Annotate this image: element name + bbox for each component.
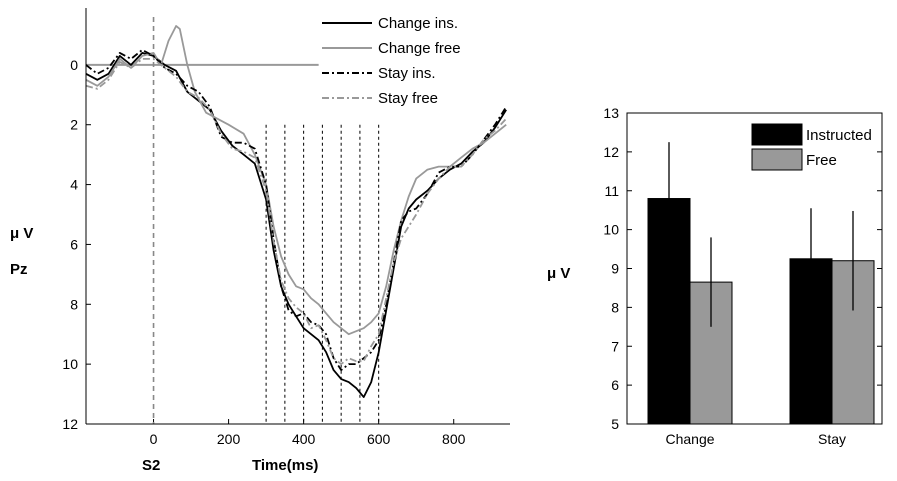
channel-label: Pz: [10, 261, 28, 278]
right-y-tick-label: 10: [603, 222, 619, 238]
left-y-tick-label: 0: [70, 57, 78, 73]
left-x-tick-label: 400: [292, 431, 316, 447]
right-legend: Instructed Free: [751, 123, 872, 171]
left-y-tick-label: 6: [70, 236, 78, 252]
erp-line-chart: μ V Pz S2 Time(ms) 0 2 4 6 8 10 12 0 200 400 600 80…: [10, 8, 510, 474]
left-y-tick-label: 8: [70, 296, 78, 312]
erp-series-line-1: [85, 25, 507, 336]
right-y-tick-label: 13: [603, 105, 619, 121]
bar-group: [647, 142, 875, 425]
erp-series-line-3: [85, 58, 507, 366]
stimulus-marker-label: S2: [142, 457, 160, 474]
left-y-tick-label: 4: [70, 177, 78, 193]
left-x-tick-label: 800: [442, 431, 466, 447]
right-x-tick-label: Change: [665, 431, 714, 447]
right-y-axis-label: μ V: [547, 265, 570, 282]
left-x-tick-label: 200: [217, 431, 241, 447]
legend-label-1: Change free: [378, 40, 461, 57]
right-y-tick-label: 5: [611, 416, 619, 432]
left-x-tick-label: 600: [367, 431, 391, 447]
right-y-tick-label: 6: [611, 377, 619, 393]
erp-series-line-2: [85, 49, 507, 372]
right-y-tick-label: 11: [604, 183, 619, 199]
left-legend: Change ins. Change free Stay ins. Stay free: [322, 15, 461, 107]
right-y-tick-label: 9: [611, 261, 619, 277]
left-y-axis-label: μ V: [10, 225, 33, 242]
left-x-axis-label: Time(ms): [252, 457, 318, 474]
left-axis-ticks: 0 2 4 6 8 10 12 0 200 400 600 800: [62, 57, 465, 447]
legend-swatch-free: [751, 148, 803, 171]
erp-series-line-0: [85, 52, 507, 399]
time-window-lines: [265, 124, 380, 424]
left-y-tick-label: 2: [70, 117, 78, 133]
left-y-tick-label: 12: [62, 416, 78, 432]
right-x-tick-label: Stay: [818, 431, 846, 447]
right-y-tick-label: 7: [611, 338, 619, 354]
legend-label-0: Change ins.: [378, 15, 458, 32]
left-y-tick-label: 10: [62, 356, 78, 372]
right-y-tick-label: 12: [603, 144, 619, 160]
left-x-tick-label: 0: [150, 431, 158, 447]
right-y-tick-label: 8: [611, 299, 619, 315]
amplitude-bar-chart: μ V 5 6 7 8 9 10 11 12 13 Change Stay Instructed Fr…: [547, 105, 883, 447]
legend-label-instructed: Instructed: [806, 127, 872, 144]
legend-label-3: Stay free: [378, 90, 438, 107]
legend-swatch-instructed: [751, 123, 803, 146]
legend-label-free: Free: [806, 152, 837, 169]
right-axis-ticks: 5 6 7 8 9 10 11 12 13 Change Stay: [603, 105, 882, 447]
legend-label-2: Stay ins.: [378, 65, 436, 82]
erp-series-group: [85, 25, 507, 399]
